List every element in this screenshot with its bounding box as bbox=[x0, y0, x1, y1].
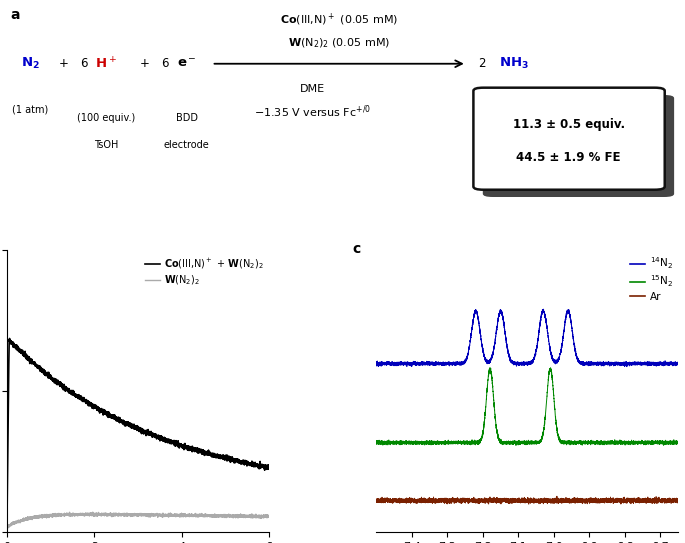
Line: $\mathbf{W}$(N$_2$)$_2$: $\mathbf{W}$(N$_2$)$_2$ bbox=[7, 512, 269, 528]
Text: BDD: BDD bbox=[176, 113, 198, 123]
$\mathbf{Co}$(III,N)$^+$ + $\mathbf{W}$(N$_2$)$_2$ bbox=[3, 528, 11, 535]
Text: +: + bbox=[59, 57, 69, 70]
Text: 44.5 ± 1.9 % FE: 44.5 ± 1.9 % FE bbox=[516, 151, 621, 164]
Text: 2: 2 bbox=[479, 57, 490, 70]
Text: $\mathbf{H}^+$: $\mathbf{H}^+$ bbox=[95, 56, 117, 71]
FancyBboxPatch shape bbox=[473, 87, 664, 190]
Text: 11.3 ± 0.5 equiv.: 11.3 ± 0.5 equiv. bbox=[512, 118, 625, 131]
Text: $\mathbf{W}$(N$_2$)$_2$ (0.05 mM): $\mathbf{W}$(N$_2$)$_2$ (0.05 mM) bbox=[288, 36, 390, 50]
Legend: $^{14}$N$_2$, $^{15}$N$_2$, Ar: $^{14}$N$_2$, $^{15}$N$_2$, Ar bbox=[625, 251, 677, 306]
$\mathbf{W}$(N$_2$)$_2$ bbox=[3, 525, 11, 531]
Text: $\mathbf{N_2}$: $\mathbf{N_2}$ bbox=[21, 56, 40, 71]
Text: +: + bbox=[140, 57, 149, 70]
Text: 6: 6 bbox=[162, 57, 173, 70]
Text: a: a bbox=[10, 8, 20, 22]
Legend: $\mathbf{Co}$(III,N)$^+$ + $\mathbf{W}$(N$_2$)$_2$, $\mathbf{W}$(N$_2$)$_2$: $\mathbf{Co}$(III,N)$^+$ + $\mathbf{W}$(… bbox=[141, 252, 267, 292]
Text: $\mathbf{e}^-$: $\mathbf{e}^-$ bbox=[177, 57, 197, 70]
$\mathbf{W}$(N$_2$)$_2$ bbox=[48, 512, 56, 519]
$\mathbf{Co}$(III,N)$^+$ + $\mathbf{W}$(N$_2$)$_2$ bbox=[115, 417, 123, 424]
Text: c: c bbox=[352, 242, 360, 256]
$\mathbf{Co}$(III,N)$^+$ + $\mathbf{W}$(N$_2$)$_2$ bbox=[5, 335, 14, 342]
$\mathbf{Co}$(III,N)$^+$ + $\mathbf{W}$(N$_2$)$_2$ bbox=[33, 363, 41, 370]
$\mathbf{Co}$(III,N)$^+$ + $\mathbf{W}$(N$_2$)$_2$ bbox=[232, 457, 240, 463]
$\mathbf{W}$(N$_2$)$_2$ bbox=[260, 513, 269, 519]
$\mathbf{W}$(N$_2$)$_2$ bbox=[33, 515, 41, 521]
$\mathbf{Co}$(III,N)$^+$ + $\mathbf{W}$(N$_2$)$_2$ bbox=[265, 465, 273, 471]
Text: electrode: electrode bbox=[164, 140, 210, 150]
$\mathbf{W}$(N$_2$)$_2$ bbox=[88, 509, 97, 515]
$\mathbf{W}$(N$_2$)$_2$ bbox=[103, 510, 112, 517]
Text: (1 atm): (1 atm) bbox=[12, 105, 49, 115]
$\mathbf{W}$(N$_2$)$_2$ bbox=[115, 513, 123, 519]
FancyBboxPatch shape bbox=[483, 95, 674, 197]
$\mathbf{W}$(N$_2$)$_2$ bbox=[232, 513, 240, 519]
$\mathbf{W}$(N$_2$)$_2$ bbox=[265, 514, 273, 520]
$\mathbf{Co}$(III,N)$^+$ + $\mathbf{W}$(N$_2$)$_2$ bbox=[49, 375, 57, 381]
Text: (100 equiv.): (100 equiv.) bbox=[77, 113, 136, 123]
Text: $\mathbf{Co}$(III,N)$^+$ (0.05 mM): $\mathbf{Co}$(III,N)$^+$ (0.05 mM) bbox=[280, 12, 398, 28]
Text: $\mathbf{NH_3}$: $\mathbf{NH_3}$ bbox=[499, 56, 529, 71]
$\mathbf{Co}$(III,N)$^+$ + $\mathbf{W}$(N$_2$)$_2$ bbox=[260, 464, 269, 470]
Text: TsOH: TsOH bbox=[94, 140, 119, 150]
Text: $-$1.35 V versus Fc$^{+/0}$: $-$1.35 V versus Fc$^{+/0}$ bbox=[253, 103, 371, 120]
$\mathbf{Co}$(III,N)$^+$ + $\mathbf{W}$(N$_2$)$_2$ bbox=[103, 413, 112, 420]
Text: DME: DME bbox=[300, 84, 325, 94]
Line: $\mathbf{Co}$(III,N)$^+$ + $\mathbf{W}$(N$_2$)$_2$: $\mathbf{Co}$(III,N)$^+$ + $\mathbf{W}$(… bbox=[7, 338, 269, 532]
Text: 6: 6 bbox=[81, 57, 92, 70]
